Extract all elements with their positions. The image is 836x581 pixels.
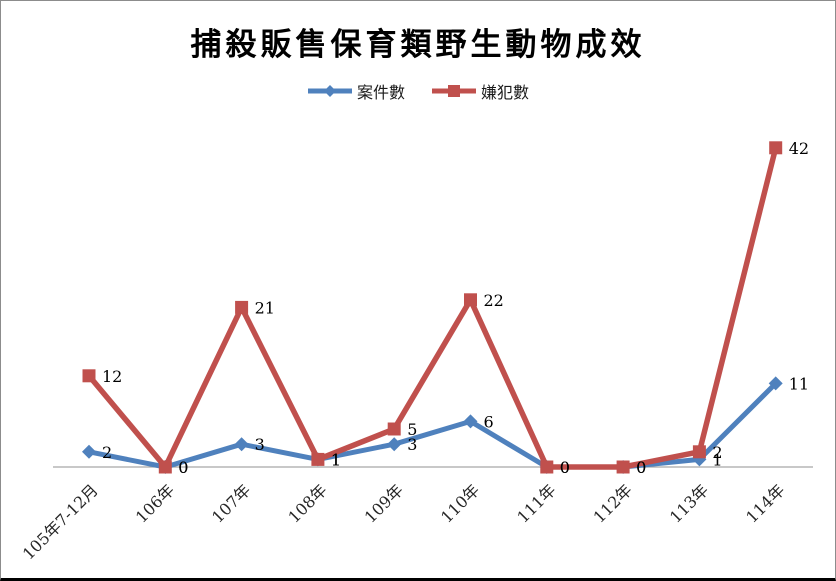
data-label: 5 (407, 420, 417, 439)
x-axis-label: 112年 (590, 480, 636, 526)
data-label: 11 (789, 374, 809, 393)
legend-label-cases: 案件數 (356, 83, 405, 102)
legend-sample-suspects-line-square-icon (432, 85, 476, 97)
diamond-marker (234, 437, 249, 452)
diamond-marker (82, 444, 96, 459)
legend-item-suspects: 嫌犯數 (431, 79, 529, 103)
data-label: 1 (331, 450, 341, 469)
square-marker (82, 369, 96, 383)
diamond-marker (387, 437, 402, 452)
x-axis-label: 105年7-12月 (19, 480, 102, 563)
series-line-1 (86, 145, 779, 470)
square-marker (311, 452, 325, 466)
data-label: 1 (331, 450, 341, 469)
chart-title: 捕殺販售保育類野生動物成效 (190, 27, 646, 63)
square-marker (235, 300, 249, 314)
data-label: 42 (789, 139, 809, 158)
data-label: 0 (178, 458, 188, 477)
data-label: 2 (102, 443, 112, 462)
legend-sample-cases-line-diamond-icon (307, 85, 352, 97)
x-axis-label: 114年 (742, 480, 788, 526)
square-marker (616, 460, 630, 474)
data-label: 21 (255, 298, 275, 317)
data-label: 3 (407, 435, 417, 454)
x-axis-label: 109年 (361, 480, 407, 526)
x-axis-label: 111年 (513, 480, 559, 526)
x-axis-label: 110年 (437, 480, 483, 526)
square-marker (692, 445, 706, 459)
data-label: 0 (636, 458, 646, 477)
x-axis-label: 108年 (284, 480, 330, 526)
data-label: 0 (560, 458, 570, 477)
legend-label-suspects: 嫌犯數 (481, 83, 530, 102)
diamond-marker (463, 414, 478, 429)
x-axis-label: 106年 (132, 480, 178, 526)
data-label: 0 (560, 458, 570, 477)
diamond-marker (768, 376, 783, 391)
square-marker (158, 460, 172, 474)
data-label: 0 (178, 458, 188, 477)
square-marker (769, 141, 783, 155)
x-axis-label: 107年 (208, 480, 254, 526)
data-label: 22 (484, 291, 504, 310)
legend: 案件數 嫌犯數 (1, 79, 835, 103)
data-label: 1 (712, 450, 722, 469)
data-label: 3 (255, 435, 265, 454)
legend-item-cases: 案件數 (307, 79, 405, 103)
data-label: 2 (712, 443, 722, 462)
data-label: 0 (636, 458, 646, 477)
square-marker (540, 460, 554, 474)
series-line-0 (86, 380, 779, 470)
square-marker (464, 293, 477, 307)
data-label: 6 (484, 412, 494, 431)
square-marker (387, 422, 401, 436)
data-label: 12 (102, 367, 122, 386)
x-axis-label: 113年 (666, 480, 712, 526)
